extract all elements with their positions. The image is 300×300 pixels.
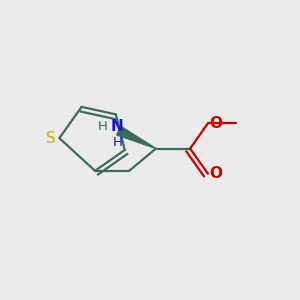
Text: H: H (98, 120, 107, 133)
Polygon shape (117, 126, 156, 148)
Text: N: N (111, 119, 124, 134)
Text: S: S (46, 130, 56, 146)
Text: O: O (209, 116, 222, 131)
Text: O: O (209, 166, 222, 181)
Text: H: H (112, 136, 122, 149)
